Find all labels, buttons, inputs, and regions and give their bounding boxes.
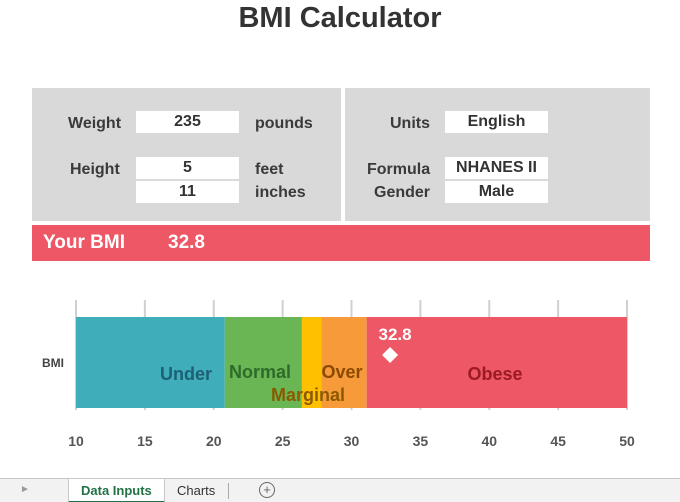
height-label: Height: [70, 161, 120, 178]
height-inches-input[interactable]: 11: [136, 181, 239, 203]
segment-label-over: Over: [321, 362, 362, 382]
settings-panel: Units English Formula NHANES II Gender M…: [345, 88, 650, 221]
x-tick-label: 35: [413, 433, 429, 449]
sheet-tab-bar: ► Data Inputs Charts +: [0, 478, 680, 502]
bar-segment-under: [76, 317, 225, 408]
x-tick-label: 25: [275, 433, 291, 449]
bmi-result-label: Your BMI: [43, 232, 125, 253]
bar-segment-normal: [224, 317, 302, 408]
sheet-nav-arrow-icon[interactable]: ►: [20, 484, 30, 495]
bar-segment-marginal: [301, 317, 322, 408]
bmi-chart-svg: Under Normal Marginal Over Obese 10 15 20 25 30 3…: [42, 300, 635, 449]
x-tick-label: 50: [619, 433, 635, 449]
height-feet-unit: feet: [255, 161, 284, 178]
add-sheet-icon[interactable]: +: [259, 482, 275, 498]
input-panel: Weight 235 pounds Height 5 feet 11 inche…: [32, 88, 341, 221]
bar-segment-over: [321, 317, 367, 408]
x-tick-label: 20: [206, 433, 222, 449]
formula-select[interactable]: NHANES II: [445, 157, 548, 179]
marker-value-label: 32.8: [379, 325, 412, 344]
units-select[interactable]: English: [445, 111, 548, 133]
x-tick-label: 30: [344, 433, 360, 449]
x-tick-label: 15: [137, 433, 153, 449]
weight-unit: pounds: [255, 115, 313, 132]
tab-data-inputs[interactable]: Data Inputs: [68, 479, 165, 502]
weight-input[interactable]: 235: [136, 111, 239, 133]
bmi-marker-diamond: [382, 347, 399, 363]
bar-segment-obese: [366, 317, 627, 408]
gender-label: Gender: [374, 184, 431, 201]
segment-label-normal: Normal: [229, 362, 291, 382]
segment-label-obese: Obese: [467, 364, 522, 384]
weight-label: Weight: [68, 115, 122, 132]
height-feet-input[interactable]: 5: [136, 157, 239, 179]
x-tick-label: 40: [481, 433, 497, 449]
segment-label-under: Under: [160, 364, 212, 384]
page-title: BMI Calculator: [238, 2, 442, 34]
segment-label-marginal: Marginal: [271, 385, 345, 405]
gender-select[interactable]: Male: [445, 181, 548, 203]
x-tick-label: 10: [68, 433, 84, 449]
bmi-result-value: 32.8: [168, 232, 205, 253]
x-tick-label: 45: [550, 433, 566, 449]
bmi-result-bar: Your BMI 32.8: [32, 225, 650, 261]
bmi-chart[interactable]: Under Normal Marginal Over Obese 10 15 20 25 30 3…: [0, 290, 680, 460]
tab-charts[interactable]: Charts: [177, 483, 216, 498]
chart-category-label: BMI: [42, 356, 64, 370]
height-inches-unit: inches: [255, 184, 306, 201]
units-label: Units: [390, 115, 430, 132]
tab-divider: [228, 483, 229, 499]
formula-label: Formula: [367, 161, 431, 178]
